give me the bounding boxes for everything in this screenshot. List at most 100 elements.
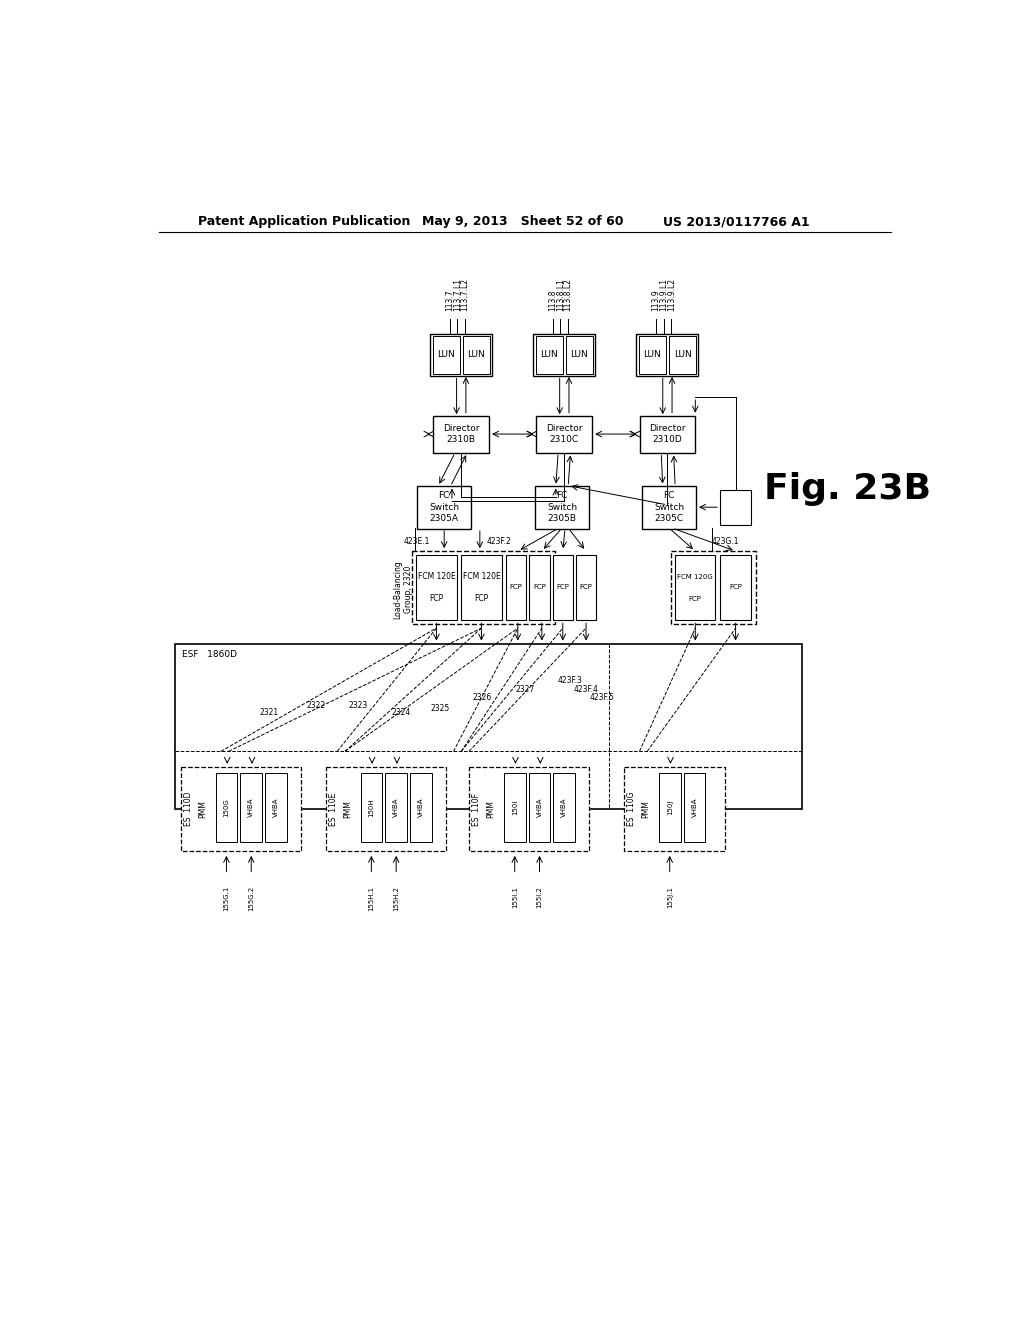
Text: 113.8.L2: 113.8.L2 [563,279,572,312]
Bar [675,554,716,620]
Bar [216,774,238,842]
Bar [684,774,706,842]
Text: VHBA: VHBA [418,797,424,817]
Text: 155G.1: 155G.1 [223,886,229,911]
Text: FC: FC [664,491,675,500]
Text: Director: Director [546,424,583,433]
Bar [180,767,301,851]
Bar [529,554,550,620]
Text: 113.8.L1: 113.8.L1 [556,279,565,312]
Bar [463,337,489,374]
Text: 423F.5: 423F.5 [589,693,614,702]
Text: FCP: FCP [729,585,742,590]
Text: 113.9: 113.9 [651,289,660,312]
Text: Load-Balancing
Group, 2320: Load-Balancing Group, 2320 [393,560,413,619]
Text: 2327: 2327 [515,685,535,694]
Text: 2326: 2326 [473,693,493,702]
Text: 150H: 150H [369,799,375,817]
Text: FC: FC [438,491,450,500]
Text: FCM 120G: FCM 120G [678,573,713,579]
Text: ES  110D: ES 110D [184,792,193,826]
Text: Patent Application Publication: Patent Application Publication [198,215,411,228]
Text: FCP: FCP [689,595,701,602]
Text: May 9, 2013   Sheet 52 of 60: May 9, 2013 Sheet 52 of 60 [423,215,624,228]
Bar [636,334,698,376]
Text: Switch: Switch [429,503,459,512]
Text: 2305A: 2305A [430,515,459,523]
Bar [624,767,725,851]
Text: 2305B: 2305B [548,515,577,523]
Bar [410,774,432,842]
Text: 150I: 150I [512,800,518,816]
Text: LUN: LUN [437,350,455,359]
Bar [537,416,592,453]
Text: 113.8: 113.8 [548,289,557,312]
Text: 423E.1: 423E.1 [403,537,429,545]
Text: 423F.4: 423F.4 [573,685,598,694]
Text: 155J.1: 155J.1 [667,886,673,908]
Text: PMM: PMM [198,800,207,818]
Text: 155G.2: 155G.2 [248,886,254,911]
Text: FCP: FCP [534,585,546,590]
Bar [720,554,751,620]
Text: 2310C: 2310C [550,436,579,444]
Text: 150G: 150G [223,799,229,817]
Bar [432,337,460,374]
Text: 2305C: 2305C [654,515,683,523]
Bar [265,774,287,842]
Bar [360,774,382,842]
Bar [554,774,575,842]
Text: FCM 120E: FCM 120E [418,572,456,581]
Text: 2310D: 2310D [652,436,682,444]
Bar [536,337,563,374]
Text: FC: FC [556,491,567,500]
Text: US 2013/0117766 A1: US 2013/0117766 A1 [663,215,809,228]
Text: VHBA: VHBA [691,797,697,817]
Text: 113.9.L1: 113.9.L1 [659,279,668,312]
Bar [528,774,550,842]
Text: LUN: LUN [541,350,558,359]
Text: 155H.2: 155H.2 [393,886,399,911]
Text: 113.7: 113.7 [445,289,454,312]
Bar [640,416,695,453]
Bar [174,644,802,809]
Text: 2321: 2321 [260,709,279,717]
Text: LUN: LUN [674,350,691,359]
Bar [575,554,596,620]
Text: 155H.1: 155H.1 [369,886,375,911]
Text: 2325: 2325 [430,705,450,713]
Text: 423F.2: 423F.2 [486,537,512,545]
Text: PMM: PMM [486,800,496,818]
Bar [430,334,493,376]
Text: VHBA: VHBA [273,797,279,817]
Text: VHBA: VHBA [537,797,543,817]
Bar [433,416,489,453]
Text: Switch: Switch [654,503,684,512]
Text: Director: Director [443,424,479,433]
Text: FCP: FCP [474,594,488,602]
Bar [385,774,407,842]
Text: 155I.2: 155I.2 [537,886,543,908]
Bar [417,487,471,529]
Bar [417,554,457,620]
Text: ESF   1860D: ESF 1860D [182,649,238,659]
Text: 113.7.L2: 113.7.L2 [461,279,470,312]
Text: PMM: PMM [641,800,650,818]
Text: VHBA: VHBA [248,797,254,817]
Bar [534,334,595,376]
Bar [642,487,696,529]
Bar [469,767,589,851]
Text: 423G.1: 423G.1 [712,537,739,545]
Text: 150J: 150J [667,800,673,816]
Text: LUN: LUN [570,350,589,359]
Text: VHBA: VHBA [393,797,399,817]
Text: FCP: FCP [510,585,522,590]
Text: 2323: 2323 [349,701,368,710]
Bar [639,337,666,374]
Bar [669,337,696,374]
Bar [461,554,502,620]
Text: ES  110E: ES 110E [329,792,338,826]
Text: FCP: FCP [580,585,593,590]
Bar [326,767,445,851]
Text: PMM: PMM [343,800,352,818]
